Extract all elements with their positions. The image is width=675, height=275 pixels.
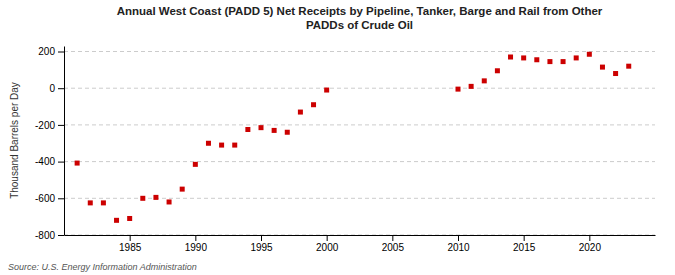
tick: 1995 [250,235,273,253]
y-axis-title: Thousand Barrels per Day [9,82,20,199]
point [324,88,329,93]
tick-mark [58,88,64,89]
tick-mark [58,162,64,163]
grid-line [64,124,655,125]
tick-label: 1990 [185,242,208,253]
tick-mark [524,235,525,241]
point [561,59,566,64]
tick-mark [58,198,64,199]
tick: 2010 [447,235,470,253]
tick-label: 0 [49,83,55,94]
tick-label: 2015 [513,242,536,253]
tick-mark [58,125,64,126]
tick-label: 2010 [447,242,470,253]
tick-mark [195,235,196,241]
tick: 200 [38,46,64,57]
point [456,87,461,92]
annotation: Source: U.S. Energy Information Administ… [8,262,197,272]
tick-label: 1995 [250,242,273,253]
tick-label: 2020 [579,242,602,253]
tick: 2015 [513,235,536,253]
point [88,200,93,205]
point [285,130,290,135]
point [206,141,211,146]
tick-mark [261,235,262,241]
axis-line [65,235,656,236]
point [153,195,158,200]
point [521,55,526,60]
title-line: Annual West Coast (PADD 5) Net Receipts … [117,5,603,17]
point [272,128,277,133]
tick-mark [58,235,64,236]
tick: 2005 [382,235,405,253]
point [311,102,316,107]
tick: -800 [35,230,64,241]
point [75,161,80,166]
tick-label: -800 [35,230,55,241]
x-axis: 1985 1990 1995 2000 2005 2010 2015 2020 [65,235,656,253]
tick-label: -400 [35,156,55,167]
points [75,52,632,223]
tick: 2020 [579,235,602,253]
point [114,218,119,223]
tick-mark [392,235,393,241]
point [534,57,539,62]
tick-mark [327,235,328,241]
grid-line [64,51,655,52]
grid [64,52,655,235]
grid-line [64,88,655,89]
tick-label: 2005 [382,242,405,253]
point [180,187,185,192]
point [167,199,172,204]
tick: 2000 [316,235,339,253]
chart-container: 19851990199520002005201020152020-800-600… [0,0,675,275]
point [626,64,631,69]
point [508,55,513,60]
tick-label: -200 [35,120,55,131]
tick-label: 200 [38,46,55,57]
point [469,84,474,89]
point [219,143,224,148]
tick: 1985 [119,235,142,253]
tick: 0 [49,83,64,94]
point [232,143,237,148]
point [547,59,552,64]
tick-label: 2000 [316,242,339,253]
tick-mark [589,235,590,241]
point [574,55,579,60]
point [495,68,500,73]
point [127,216,132,221]
point [101,200,106,205]
title-line: PADDs of Crude Oil [306,19,413,31]
grid-line [64,235,655,236]
point [193,162,198,167]
point [587,52,592,57]
tick-mark [458,235,459,241]
point [482,78,487,83]
tick: -400 [35,156,64,167]
tick: -600 [35,193,64,204]
point [259,125,264,130]
tick-mark [130,235,131,241]
point [613,71,618,76]
title: Annual West Coast (PADD 5) Net Receipts … [117,5,603,31]
point [298,110,303,115]
chart-svg: 19851990199520002005201020152020-800-600… [0,0,675,275]
point [600,65,605,70]
tick-label: -600 [35,193,55,204]
grid-line [64,161,655,162]
point [245,127,250,132]
tick: 1990 [185,235,208,253]
tick: -200 [35,120,64,131]
tick-mark [58,52,64,53]
tick-label: 1985 [119,242,142,253]
point [140,196,145,201]
y-axis: -800 -600 -400 -200 0 200 [35,46,65,240]
grid-line [64,198,655,199]
axis-line [64,47,65,236]
